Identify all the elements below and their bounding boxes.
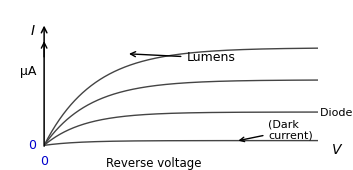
Text: $I$: $I$	[30, 24, 36, 38]
Text: $V$: $V$	[331, 143, 344, 157]
Text: 0: 0	[28, 139, 36, 152]
Text: Lumens: Lumens	[131, 52, 235, 64]
Text: (Dark
current): (Dark current)	[240, 119, 313, 142]
Text: μA: μA	[19, 65, 36, 78]
Text: Reverse voltage: Reverse voltage	[106, 157, 201, 170]
Text: Diode current: Diode current	[321, 108, 353, 118]
Text: 0: 0	[40, 155, 48, 168]
